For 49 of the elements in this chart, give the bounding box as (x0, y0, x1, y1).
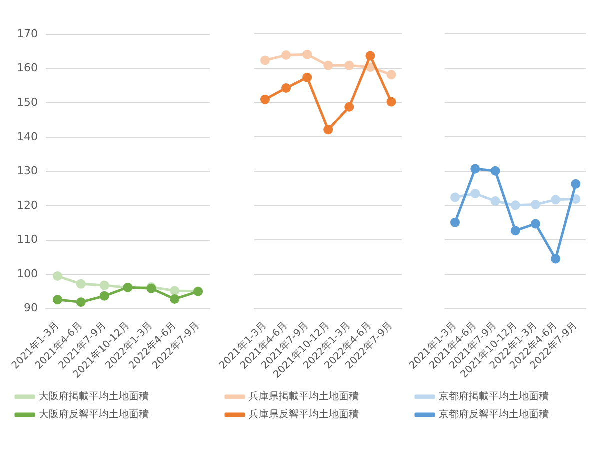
y-tick-label: 140 (17, 130, 38, 144)
point (282, 50, 292, 60)
point (302, 72, 312, 82)
y-tick-label: 150 (17, 96, 38, 110)
point (100, 280, 110, 290)
point (344, 102, 354, 112)
point (450, 218, 460, 228)
y-tick-label: 130 (17, 164, 38, 178)
point (470, 164, 480, 174)
point (551, 195, 561, 205)
point (52, 295, 62, 305)
point (170, 286, 180, 296)
point (76, 298, 86, 308)
point (170, 294, 180, 304)
point (260, 94, 270, 104)
y-tick-label: 160 (17, 62, 38, 75)
point (386, 97, 396, 107)
legend-label: 大阪府掲載平均土地面積 (39, 390, 149, 403)
point (490, 196, 500, 206)
y-tick-label: 100 (17, 267, 38, 280)
point (530, 219, 540, 229)
point (100, 291, 110, 301)
point (324, 60, 334, 70)
legend-label: 大阪府反響平均土地面積 (39, 408, 149, 421)
point (52, 272, 62, 282)
point (510, 226, 520, 236)
point (450, 192, 460, 202)
point (386, 70, 396, 80)
y-tick-label: 170 (17, 27, 38, 40)
legend-label: 兵庫県反響平均土地面積 (249, 408, 359, 421)
point (571, 179, 581, 189)
legend-label: 京都府掲載平均土地面積 (439, 390, 549, 403)
point (551, 254, 561, 264)
y-tick-label: 110 (17, 233, 38, 246)
point (470, 188, 480, 198)
legend-label: 京都府反響平均土地面積 (439, 408, 549, 421)
point (344, 60, 354, 70)
point (282, 84, 292, 94)
point (324, 125, 334, 135)
point (302, 50, 312, 60)
y-tick-label: 90 (24, 302, 38, 315)
y-tick-label: 120 (17, 198, 38, 212)
legend-label: 兵庫県掲載平均土地面積 (249, 390, 359, 403)
point (510, 200, 520, 210)
point (366, 51, 376, 61)
point (490, 166, 500, 176)
point (260, 56, 270, 66)
point (530, 200, 540, 210)
point (76, 279, 86, 289)
